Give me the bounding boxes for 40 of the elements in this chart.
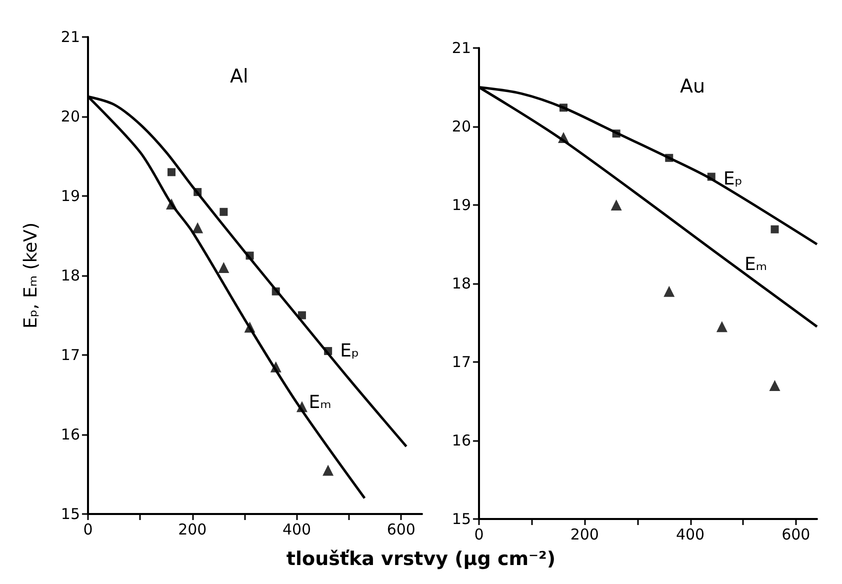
x-tick-label: 400 — [282, 520, 312, 538]
text: Al — [230, 66, 248, 88]
annotation: Eₘ — [744, 254, 768, 276]
annotation: Eₘ — [308, 392, 332, 414]
x-tick-label: 200 — [570, 526, 599, 544]
text: Au — [680, 76, 706, 98]
x-tick-label: 600 — [782, 526, 810, 544]
point — [770, 225, 779, 234]
x-tick-label: 200 — [178, 520, 207, 538]
y-tick-label: 18 — [60, 266, 80, 284]
y-axis-title: Eₚ, Eₘ (keV) — [20, 222, 42, 329]
annotation: Eₚ — [340, 340, 360, 362]
y-tick-label: 21 — [60, 28, 80, 46]
x-tick-label: 400 — [676, 526, 705, 544]
point — [192, 222, 204, 234]
point — [610, 200, 622, 210]
y-tick-label: 17 — [60, 346, 80, 364]
y-tick-label: 16 — [452, 432, 471, 450]
x-tick-label: 0 — [474, 526, 484, 544]
y-tick-label: 21 — [452, 39, 471, 57]
y-tick-label: 15 — [452, 510, 471, 528]
point — [220, 208, 228, 216]
point — [218, 262, 230, 274]
point — [769, 380, 780, 392]
point — [664, 286, 675, 297]
y-tick-label: 20 — [452, 118, 471, 136]
y-tick-label: 19 — [452, 196, 471, 214]
y-tick-label: 17 — [452, 353, 471, 371]
y-tick-label: 16 — [60, 426, 80, 444]
y-tick-label: 19 — [60, 187, 80, 205]
y-tick-label: 20 — [60, 108, 80, 126]
point — [168, 168, 176, 176]
point — [322, 464, 334, 476]
y-tick-label: 18 — [452, 274, 471, 292]
x-tick-label: 600 — [386, 520, 416, 538]
annotation: Eₚ — [723, 168, 742, 190]
point — [716, 321, 728, 332]
y-tick-label: 15 — [60, 505, 80, 523]
x-tick-label: 0 — [83, 520, 93, 538]
x-axis-title: tloušťka vrstvy (μg cm⁻²) — [285, 548, 557, 570]
